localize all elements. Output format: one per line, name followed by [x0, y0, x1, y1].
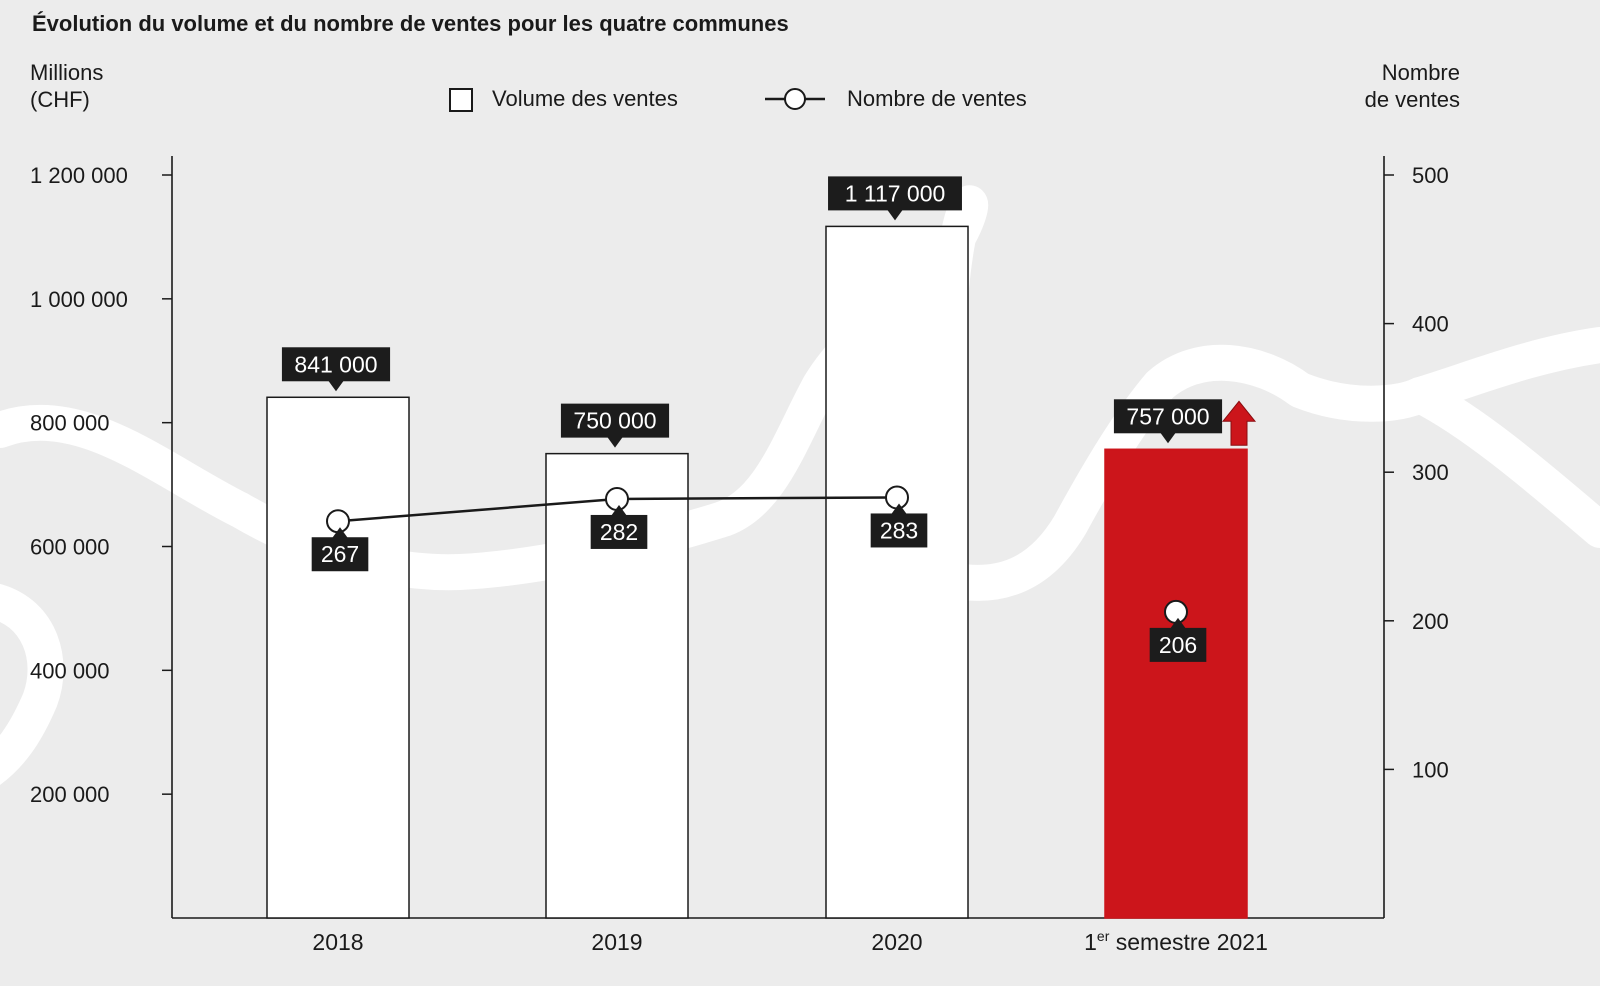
background-river-decoration — [0, 185, 1600, 785]
volume-data-label-box — [281, 347, 391, 382]
right-axis-tick-label: 500 — [1412, 163, 1449, 188]
volume-data-label: 757 000 — [1113, 399, 1223, 444]
x-axis-category-label: 2020 — [871, 929, 922, 955]
line-series — [326, 485, 1188, 624]
volume-data-label-text: 757 000 — [1126, 403, 1209, 429]
x-axis-category-label: 2019 — [591, 929, 642, 955]
x-axis-category-main: 1 — [1084, 929, 1097, 955]
right-axis-tick-label: 200 — [1412, 609, 1449, 634]
volume-data-label-pointer — [887, 209, 903, 221]
x-axis-labels: 2018 2019 2020 1er semestre 2021 — [312, 928, 1267, 955]
count-data-label: 282 — [590, 504, 648, 549]
left-axis-tick-label: 400 000 — [30, 658, 110, 683]
x-axis-category-main: 2019 — [591, 929, 642, 955]
x-axis-category-label: 1er semestre 2021 — [1084, 928, 1268, 955]
trend-up-arrow — [1221, 400, 1257, 446]
x-axis-category-superscript: er — [1097, 928, 1110, 944]
chart-title: Évolution du volume et du nombre de vent… — [32, 11, 789, 36]
volume-data-label: 750 000 — [560, 403, 670, 448]
left-axis-tick-label: 600 000 — [30, 535, 110, 560]
legend: Volume des ventes Nombre de ventes — [449, 86, 1027, 112]
right-axis-label-line2: de ventes — [1365, 87, 1460, 112]
volume-data-label-pointer — [328, 380, 344, 392]
right-axis-label-line1: Nombre — [1382, 60, 1460, 85]
legend-line-label: Nombre de ventes — [847, 86, 1027, 111]
volume-data-label: 841 000 — [281, 347, 391, 392]
volume-data-label: 1 117 000 — [828, 176, 962, 221]
axes: 200 000 400 000 600 000 800 000 1 000 000 1 2… — [30, 156, 1449, 919]
x-axis-category-label: 2018 — [312, 929, 363, 955]
left-axis-label-line2: (CHF) — [30, 87, 90, 112]
count-data-label-text: 206 — [1159, 632, 1197, 658]
volume-data-label-box — [560, 403, 670, 438]
count-data-label-pointer — [891, 503, 907, 515]
count-data-label-box — [870, 513, 928, 548]
count-data-label-box — [311, 537, 369, 572]
volume-data-label-text: 1 117 000 — [845, 180, 946, 206]
volume-data-label-text: 750 000 — [573, 408, 656, 434]
volume-bar — [1104, 448, 1248, 919]
count-data-label: 267 — [311, 527, 369, 572]
count-data-label-box — [590, 514, 648, 549]
volume-data-label-text: 841 000 — [294, 351, 377, 377]
count-data-label-pointer — [1170, 617, 1186, 629]
right-axis-tick-label: 300 — [1412, 460, 1449, 485]
value-labels: 841 000 750 000 1 117 000 757 000 267 282 283 2… — [281, 176, 1223, 662]
x-axis-category-suffix: semestre 2021 — [1109, 929, 1268, 955]
left-axis-tick-label: 1 200 000 — [30, 163, 128, 188]
count-data-label-text: 283 — [880, 517, 918, 543]
x-axis-category-main: 2020 — [871, 929, 922, 955]
count-marker — [326, 509, 350, 534]
volume-data-label-pointer — [1160, 432, 1176, 444]
count-data-label-text: 282 — [600, 519, 638, 545]
left-axis-tick-label: 800 000 — [30, 411, 110, 436]
volume-data-label-box — [828, 176, 962, 211]
count-marker — [885, 485, 909, 510]
count-data-label-box — [1149, 627, 1207, 662]
legend-bar-label: Volume des ventes — [492, 86, 678, 111]
left-axis-tick-label: 200 000 — [30, 782, 110, 807]
count-data-label: 206 — [1149, 617, 1207, 662]
legend-bar-swatch — [449, 88, 473, 112]
count-data-label-text: 267 — [321, 541, 359, 567]
volume-data-label-pointer — [607, 436, 623, 448]
count-data-label-pointer — [611, 504, 627, 516]
left-axis-label-line1: Millions — [30, 60, 103, 85]
volume-data-label-box — [1113, 399, 1223, 434]
bars — [266, 225, 1257, 919]
right-axis-tick-label: 100 — [1412, 757, 1449, 782]
count-marker — [605, 486, 629, 511]
x-axis-category-main: 2018 — [312, 929, 363, 955]
volume-bar — [825, 225, 969, 919]
count-data-label: 283 — [870, 503, 928, 548]
right-axis-tick-label: 400 — [1412, 312, 1449, 337]
count-data-label-pointer — [332, 527, 348, 539]
legend-line-marker — [784, 88, 806, 110]
left-axis-tick-label: 1 000 000 — [30, 287, 128, 312]
count-marker — [1164, 599, 1188, 624]
volume-bar — [266, 396, 410, 919]
